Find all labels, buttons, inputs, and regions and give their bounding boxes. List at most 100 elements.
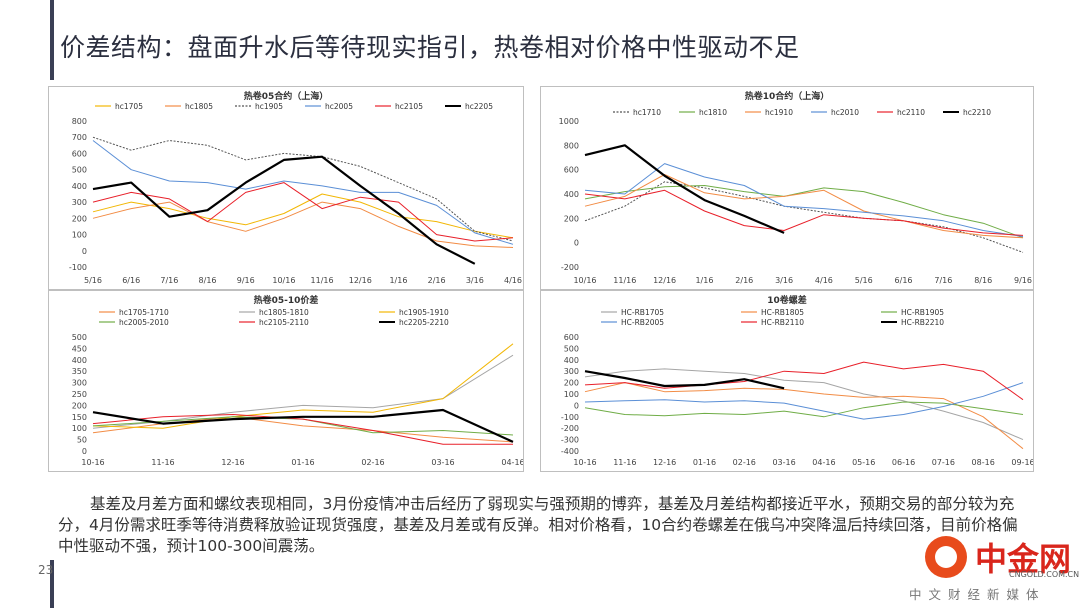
series-line-hc1805 (92, 201, 514, 248)
series-line-hc2105-2110 (92, 414, 513, 445)
y-tick-label: -100 (561, 413, 579, 422)
x-tick-label: 9/16 (237, 276, 255, 285)
y-tick-label: 450 (72, 344, 87, 353)
accent-bar-bottom (50, 560, 54, 608)
series-line-hc2210 (584, 144, 785, 234)
series-line-hc2010 (584, 163, 1024, 238)
x-tick-label: 01-16 (291, 458, 314, 467)
series-line-hc-rb2005 (584, 382, 1024, 420)
y-tick-label: 0 (574, 401, 579, 410)
y-tick-label: 0 (574, 239, 579, 248)
x-tick-label: 11-16 (151, 458, 174, 467)
y-tick-label: 400 (564, 356, 579, 365)
x-tick-label: 08-16 (972, 458, 995, 467)
y-tick-label: 300 (72, 198, 87, 207)
y-tick-label: 800 (564, 141, 579, 150)
y-tick-label: 0 (82, 447, 87, 456)
series-line-hc2205-2210 (92, 408, 514, 443)
series-line-hc2005 (92, 140, 514, 245)
x-tick-label: 3/16 (466, 276, 484, 285)
series-line-hc-rb2110 (584, 361, 1024, 401)
x-tick-label: 06-16 (892, 458, 915, 467)
legend-label: hc1710 (633, 108, 661, 117)
chart-hc05: 热卷05合约（上海） hc1705 hc1805 hc1905 hc2005 hc2105… (69, 90, 522, 285)
legend-label: hc1905-1910 (399, 308, 449, 317)
chart-panel-hc10: 热卷10合约（上海） hc1710 hc1810 hc1910 hc2010 hc2110… (540, 86, 1034, 290)
series-line-hc2205 (92, 155, 476, 265)
legend-label: HC-RB2210 (901, 318, 944, 327)
x-tick-label: 3/16 (775, 276, 793, 285)
x-tick-label: 8/16 (199, 276, 217, 285)
x-tick-label: 6/16 (895, 276, 913, 285)
x-tick-label: 07-16 (932, 458, 955, 467)
legend-label: hc2010 (831, 108, 859, 117)
chart-panel-hc05: 热卷05合约（上海） hc1705 hc1805 hc1905 hc2005 hc2105… (48, 86, 524, 290)
x-tick-label: 09-16 (1011, 458, 1033, 467)
legend-label: HC-RB1905 (901, 308, 944, 317)
legend-label: hc2105 (395, 102, 423, 111)
legend-label: hc2205 (465, 102, 493, 111)
y-tick-label: 200 (564, 214, 579, 223)
y-tick-label: 200 (72, 401, 87, 410)
series-line-hc1910 (584, 174, 1024, 239)
x-tick-label: 10/16 (272, 276, 295, 285)
y-tick-label: 500 (564, 344, 579, 353)
x-tick-label: 02-16 (733, 458, 756, 467)
page-number: 23 (38, 563, 54, 577)
x-tick-label: 04-16 (812, 458, 835, 467)
y-tick-label: 200 (564, 379, 579, 388)
x-tick-label: 12/16 (349, 276, 372, 285)
x-tick-label: 6/16 (122, 276, 140, 285)
legend-label: hc2110 (897, 108, 925, 117)
y-tick-label: -100 (69, 263, 87, 272)
legend-label: hc1910 (765, 108, 793, 117)
y-tick-label: 50 (77, 436, 87, 445)
y-tick-label: 500 (72, 166, 87, 175)
x-tick-label: 12-16 (221, 458, 244, 467)
series-line-hc-rb1905 (584, 401, 1024, 418)
y-tick-label: 300 (72, 379, 87, 388)
x-tick-label: 1/16 (389, 276, 407, 285)
x-tick-label: 7/16 (160, 276, 178, 285)
chart-hc05-10-spread: 热卷05-10价差 hc1705-1710 hc1805-1810 hc1905-19… (72, 294, 525, 467)
legend-label: hc2005 (325, 102, 353, 111)
chart-panel-hc05-10-spread: 热卷05-10价差 hc1705-1710 hc1805-1810 hc1905-19… (48, 290, 525, 472)
legend-label: HC-RB1705 (621, 308, 664, 317)
x-tick-label: 7/16 (934, 276, 952, 285)
y-tick-label: 700 (72, 133, 87, 142)
legend-label: hc1905 (255, 102, 283, 111)
chart-hc10: 热卷10合约（上海） hc1710 hc1810 hc1910 hc2010 hc2110… (559, 90, 1032, 285)
chart-hc-rb-spread: 10卷螺差 HC-RB1705 HC-RB1805 HC-RB1905 HC-RB200… (561, 294, 1035, 467)
y-tick-label: 300 (564, 367, 579, 376)
x-tick-label: 5/16 (84, 276, 102, 285)
series-line-hc1810 (584, 185, 1024, 239)
legend-label: HC-RB2005 (621, 318, 664, 327)
logo-main-text: 中金网 (975, 540, 1072, 578)
series-line-hc2110 (584, 189, 1024, 236)
description-text: 基差及月差方面和螺纹表现相同，3月份疫情冲击后经历了弱现实与强预期的博弈，基差及… (58, 495, 1018, 555)
x-tick-label: 4/16 (504, 276, 522, 285)
y-tick-label: -200 (561, 424, 579, 433)
y-tick-label: 400 (72, 182, 87, 191)
legend-label: hc1705 (115, 102, 143, 111)
y-tick-label: 100 (72, 231, 87, 240)
y-tick-label: 600 (72, 149, 87, 158)
y-tick-label: 600 (564, 333, 579, 342)
legend-label: hc1705-1710 (119, 308, 169, 317)
y-tick-label: 800 (72, 117, 87, 126)
x-tick-label: 03-16 (431, 458, 454, 467)
chart-title: 热卷10合约（上海） (745, 90, 830, 102)
x-tick-label: 9/16 (1014, 276, 1032, 285)
series-line-hc-rb2210 (584, 370, 785, 390)
x-tick-label: 12-16 (653, 458, 676, 467)
x-tick-label: 10-16 (573, 458, 596, 467)
series-line-hc1905-1910 (92, 343, 514, 429)
x-tick-label: 1/16 (695, 276, 713, 285)
x-tick-label: 05-16 (852, 458, 875, 467)
x-tick-label: 02-16 (361, 458, 384, 467)
x-tick-label: 4/16 (815, 276, 833, 285)
legend-label: hc1805 (185, 102, 213, 111)
x-tick-label: 11-16 (613, 458, 636, 467)
y-tick-label: 0 (82, 247, 87, 256)
x-tick-label: 8/16 (974, 276, 992, 285)
